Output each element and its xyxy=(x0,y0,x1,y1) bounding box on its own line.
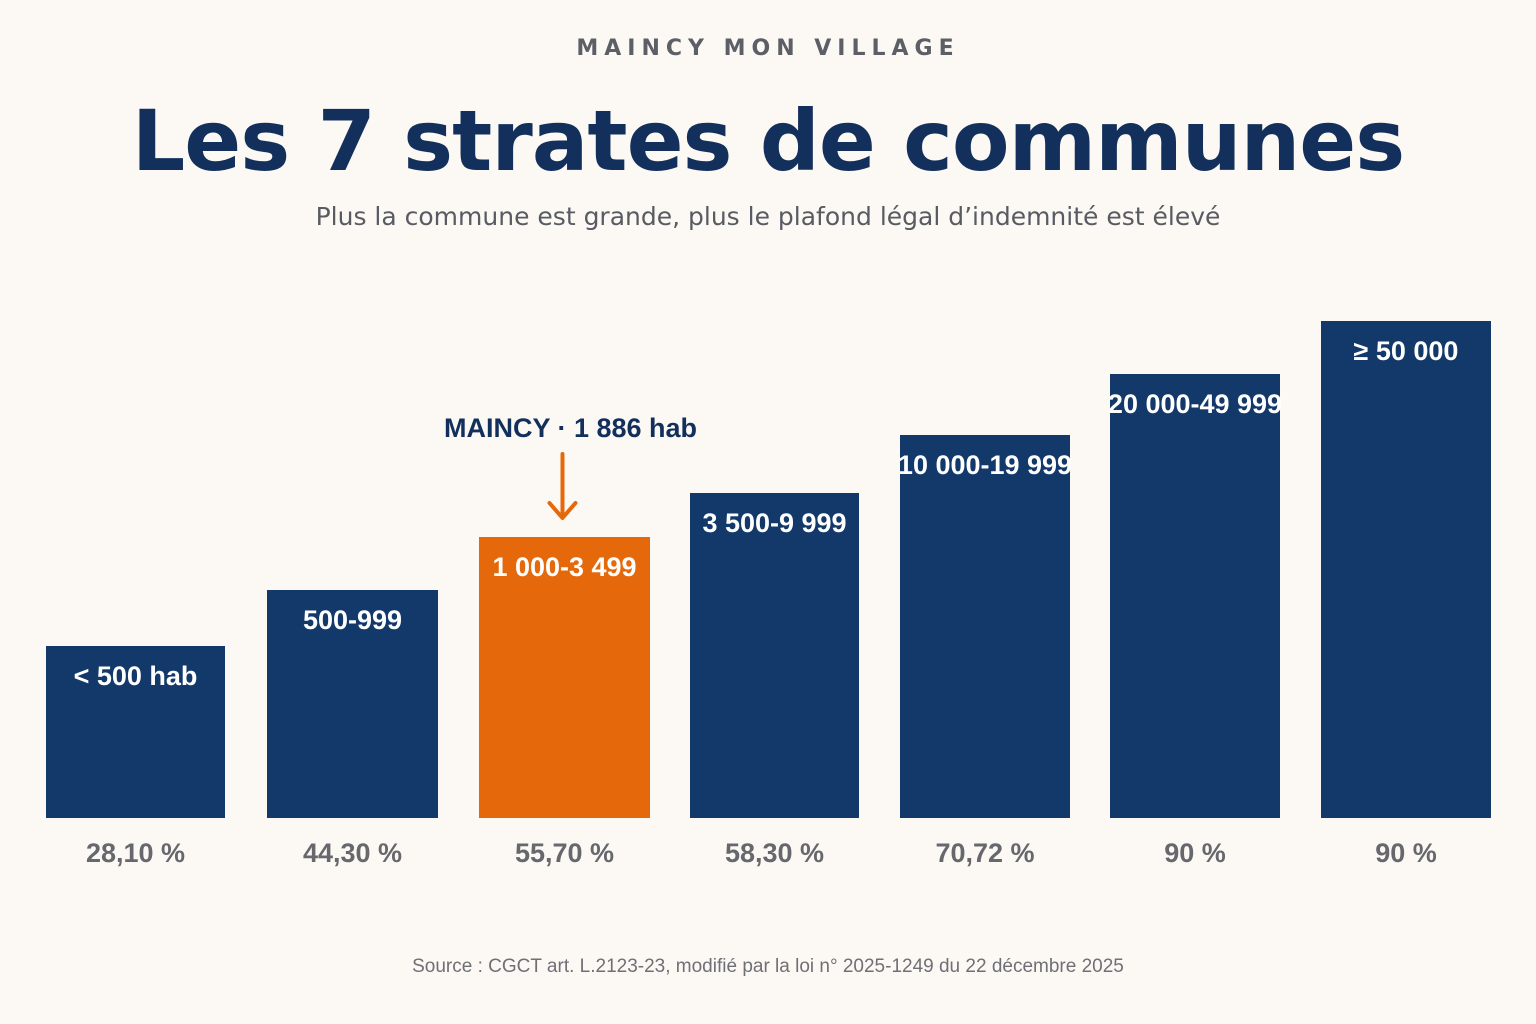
down-arrow-icon xyxy=(547,452,578,520)
bar-category-label: 3 500-9 999 xyxy=(702,508,846,538)
source-note: Source : CGCT art. L.2123-23, modifié pa… xyxy=(412,956,1124,977)
bar-value-label: 28,10 % xyxy=(86,838,185,868)
page-title: Les 7 strates de communes xyxy=(131,92,1406,190)
bar-2 xyxy=(267,590,438,818)
bar-value-label: 90 % xyxy=(1375,838,1437,868)
bar-value-label: 44,30 % xyxy=(303,838,402,868)
bar-5 xyxy=(900,435,1070,818)
bar-category-label: 20 000-49 999 xyxy=(1108,389,1282,419)
maincy-annotation: MAINCY · 1 886 hab xyxy=(444,413,697,443)
bar-category-label: 1 000-3 499 xyxy=(492,552,636,582)
bar-category-label: ≥ 50 000 xyxy=(1354,336,1459,366)
bar-7 xyxy=(1321,321,1491,818)
bar-3 xyxy=(479,537,650,818)
page-subtitle: Plus la commune est grande, plus le plaf… xyxy=(315,202,1221,231)
bar-category-label: 10 000-19 999 xyxy=(898,450,1072,480)
bar-6 xyxy=(1110,374,1280,818)
bar-category-label: 500-999 xyxy=(303,605,402,635)
bar-4 xyxy=(690,493,859,818)
bar-value-label: 58,30 % xyxy=(725,838,824,868)
kicker: MAINCY MON VILLAGE xyxy=(576,36,960,61)
bar-value-label: 55,70 % xyxy=(515,838,614,868)
bar-value-label: 90 % xyxy=(1164,838,1226,868)
bar-1 xyxy=(46,646,225,818)
bar-category-label: < 500 hab xyxy=(74,661,198,691)
bar-value-label: 70,72 % xyxy=(935,838,1034,868)
